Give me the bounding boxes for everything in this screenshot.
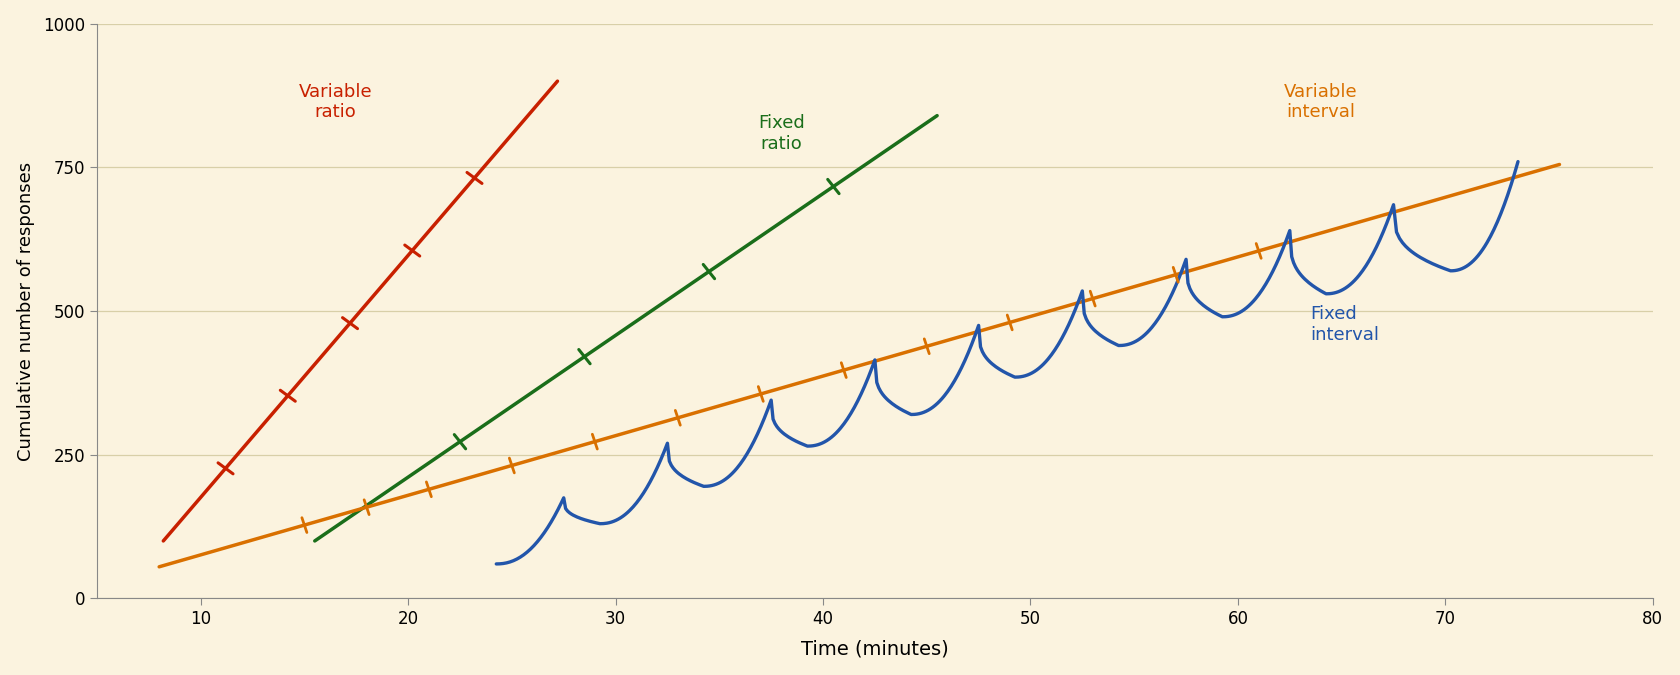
Text: Variable
interval: Variable interval <box>1284 82 1357 122</box>
Text: Fixed
ratio: Fixed ratio <box>758 114 805 153</box>
X-axis label: Time (minutes): Time (minutes) <box>801 639 949 658</box>
Text: Fixed
interval: Fixed interval <box>1310 305 1379 344</box>
Text: Variable
ratio: Variable ratio <box>299 82 373 122</box>
Y-axis label: Cumulative number of responses: Cumulative number of responses <box>17 161 35 460</box>
